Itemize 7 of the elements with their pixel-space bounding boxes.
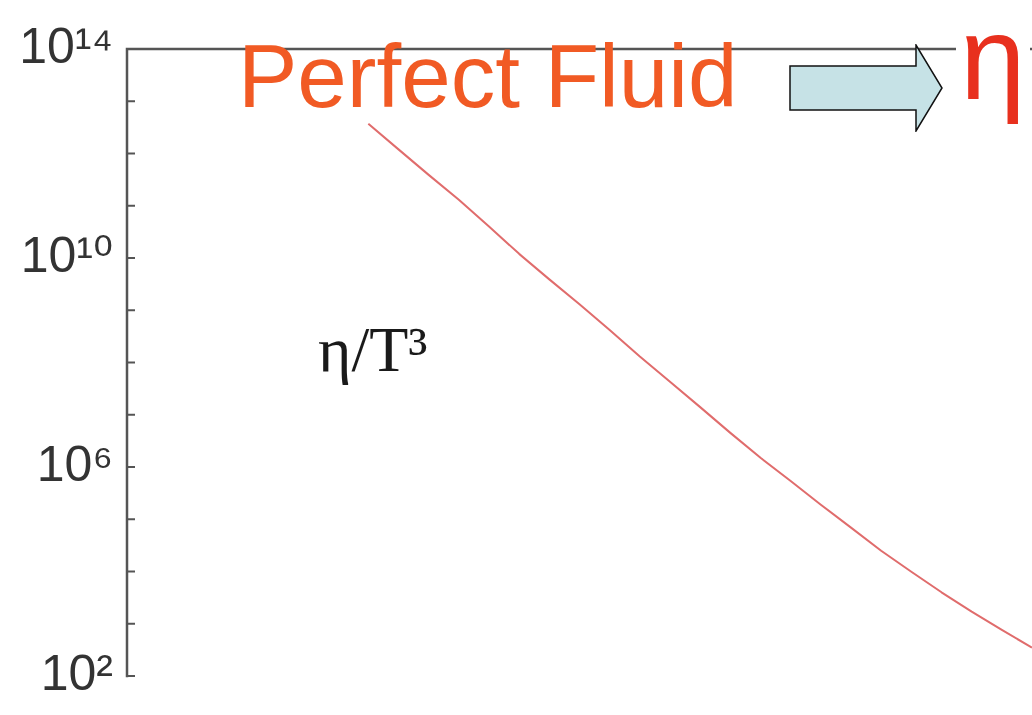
annotation: Perfect Fluid (238, 26, 738, 126)
annotation: η (959, 0, 1027, 124)
y-tick-label: 10⁶ (36, 435, 113, 492)
y-tick-label: 10² (40, 644, 113, 701)
y-axis-title: η/T³ (318, 314, 428, 385)
y-tick-label: 10¹⁰ (20, 226, 113, 283)
y-tick-label: 10¹⁴ (19, 17, 113, 74)
